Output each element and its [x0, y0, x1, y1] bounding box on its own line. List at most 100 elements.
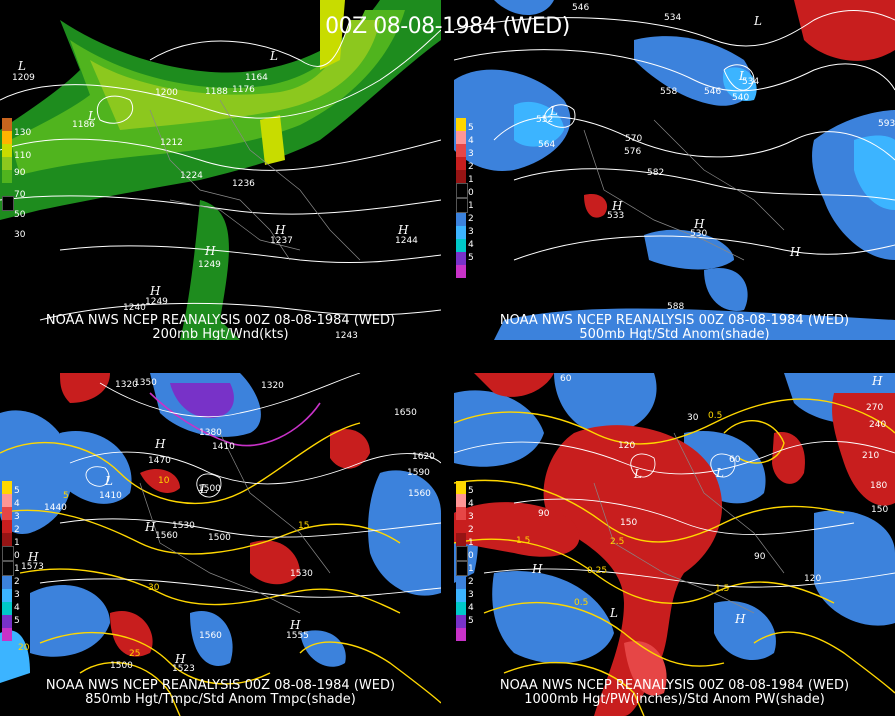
- panel-1000mb: 60 90 120 150 30 0.5 1.5 2.5 270 240 210…: [454, 373, 895, 716]
- contour-label-30: 30: [148, 583, 160, 593]
- legend-label: 5: [468, 616, 474, 626]
- legend-label: 2: [468, 577, 474, 587]
- contour-label-546b: 546: [704, 87, 721, 97]
- low-marker: L: [549, 104, 558, 118]
- contour-label-1523: 1523: [172, 664, 195, 674]
- contour-label-1200: 1200: [155, 88, 178, 98]
- contour-label-120: 120: [618, 441, 635, 451]
- panel-caption-line2: 500mb Hgt/Std Anom(shade): [579, 327, 770, 341]
- contour-label-1470: 1470: [148, 456, 171, 466]
- legend-label: 1: [14, 538, 20, 548]
- low-marker: L: [738, 69, 747, 83]
- contour-label-0.5b: 0.5: [574, 598, 588, 608]
- contour-label-1249b: 1249: [145, 297, 168, 307]
- legend-label: 5: [468, 123, 474, 133]
- contour-label-1243: 1243: [335, 331, 358, 340]
- panel-caption-line1: NOAA NWS NCEP REANALYSIS 00Z 08-08-1984 …: [499, 678, 850, 693]
- contour-label-25: 25: [129, 649, 140, 659]
- legend-label: 1: [468, 201, 474, 211]
- contour-label-552: 552: [536, 115, 553, 125]
- contour-label-1573: 1573: [21, 562, 44, 572]
- high-marker: H: [154, 437, 166, 451]
- legend-label: 5: [468, 253, 474, 263]
- high-marker: H: [174, 652, 186, 666]
- legend-label: 3: [14, 512, 20, 522]
- legend-label: 4: [14, 603, 20, 613]
- contour-label-1209: 1209: [12, 73, 35, 83]
- legend-850mb: 5 4 3 2 1 0 1 2 3 4 5: [2, 481, 20, 641]
- high-marker: H: [693, 217, 705, 231]
- legend-1000mb: 5 4 3 2 1 0 1 2 3 4 5: [456, 481, 474, 641]
- contour-label-120b: 120: [804, 574, 821, 584]
- contour-label-534b: 534: [742, 77, 759, 87]
- low-marker: L: [609, 606, 618, 620]
- legend-label: 1: [14, 564, 20, 574]
- legend-label: 1: [468, 538, 474, 548]
- high-marker: H: [789, 245, 801, 259]
- contour-label-1440: 1440: [44, 503, 67, 513]
- contour-label-1240: 1240: [123, 303, 146, 313]
- contour-label-1650: 1650: [394, 408, 417, 418]
- contour-label-1188: 1188: [205, 87, 228, 97]
- contour-label-60b: 60: [729, 455, 741, 465]
- contour-label-1237: 1237: [270, 236, 293, 246]
- contour-label-533: 533: [607, 211, 624, 221]
- contour-label-1320: 1320: [115, 380, 138, 390]
- legend-label: 4: [14, 499, 20, 509]
- legend-label: 90: [14, 168, 26, 178]
- high-marker: H: [734, 612, 746, 626]
- legend-label: 3: [468, 227, 474, 237]
- contour-label-1590: 1590: [407, 468, 430, 478]
- contour-label-15: 15: [298, 521, 309, 531]
- contour-label-210: 210: [862, 451, 879, 461]
- legend-label: 1: [468, 175, 474, 185]
- contour-label-5: 5: [63, 491, 69, 501]
- contour-label-90b: 90: [754, 552, 766, 562]
- contour-label-270: 270: [866, 403, 883, 413]
- legend-label: 2: [468, 214, 474, 224]
- low-marker: L: [104, 474, 113, 488]
- legend-label: 3: [14, 590, 20, 600]
- contour-label-1380: 1380: [199, 428, 222, 438]
- contour-label-588: 588: [667, 302, 684, 312]
- panel-caption-line2: 200mb Hgt/Wnd(kts): [152, 327, 289, 341]
- contour-label-1530: 1530: [172, 521, 195, 531]
- contour-label-530: 530: [690, 229, 707, 239]
- contour-label-1164: 1164: [245, 73, 268, 83]
- panel-200mb: 1209 1188 1176 1164 1200 1186 1212 1224 …: [0, 0, 441, 340]
- contour-label-1500b: 1500: [208, 533, 231, 543]
- panel-caption-line1: NOAA NWS NCEP REANALYSIS 00Z 08-08-1984 …: [45, 678, 396, 693]
- legend-label: 4: [468, 603, 474, 613]
- map-850mb: 1320 1350 1380 1410 1320 1650 1620 1590 …: [0, 373, 441, 716]
- contour-label-546: 546: [572, 3, 589, 13]
- legend-label: 50: [14, 210, 26, 220]
- legend-label: 3: [468, 149, 474, 159]
- contour-label-582: 582: [647, 168, 664, 178]
- panel-caption-line1: NOAA NWS NCEP REANALYSIS 00Z 08-08-1984 …: [499, 313, 850, 328]
- high-marker: H: [149, 284, 161, 298]
- contour-label-1500: 1500: [198, 484, 221, 494]
- legend-label: 5: [468, 486, 474, 496]
- low-marker: L: [753, 14, 762, 28]
- panel-caption-line2: 1000mb Hgt/PW(inches)/Std Anom PW(shade): [524, 692, 825, 707]
- legend-label: 130: [14, 128, 32, 138]
- low-marker: L: [199, 482, 208, 496]
- legend-label: 0: [468, 551, 474, 561]
- legend-label: 3: [468, 512, 474, 522]
- contour-label-1560b: 1560: [155, 531, 178, 541]
- map-1000mb: 60 90 120 150 30 0.5 1.5 2.5 270 240 210…: [454, 373, 895, 716]
- contour-label-1620: 1620: [412, 452, 435, 462]
- legend-label: 5: [14, 616, 20, 626]
- contour-label-558: 558: [660, 87, 677, 97]
- contour-label-1555: 1555: [286, 631, 309, 641]
- legend-label: 30: [14, 230, 26, 240]
- contour-label-1249: 1249: [198, 260, 221, 270]
- contour-label-90: 90: [538, 509, 550, 519]
- contour-label-1320b: 1320: [261, 381, 284, 391]
- legend-label: 2: [14, 577, 20, 587]
- legend-label: 5: [14, 486, 20, 496]
- contour-label-1176: 1176: [232, 85, 255, 95]
- low-marker: L: [269, 49, 278, 63]
- contour-label-1236: 1236: [232, 179, 255, 189]
- legend-label: 2: [468, 162, 474, 172]
